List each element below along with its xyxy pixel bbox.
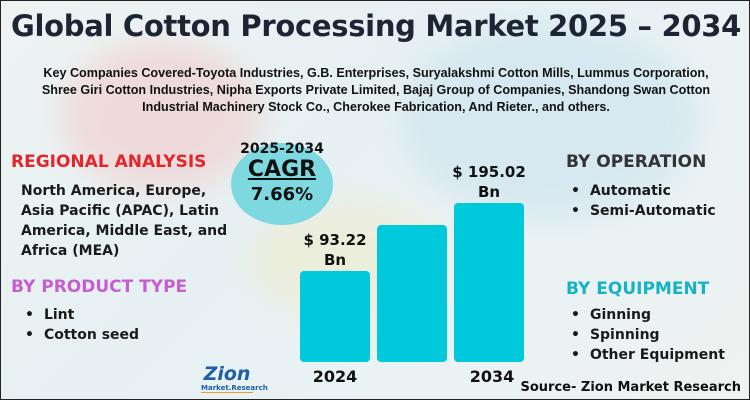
- product-item: Cotton seed: [25, 325, 139, 345]
- cagr-label: CAGR: [247, 157, 317, 182]
- equipment-item: Spinning: [571, 325, 725, 345]
- value-label-2024: $ 93.22 Bn: [303, 231, 367, 269]
- cagr-value: 7.66%: [250, 184, 314, 205]
- page-title: Global Cotton Processing Market 2025 – 2…: [10, 9, 741, 43]
- product-heading: BY PRODUCT TYPE: [11, 277, 188, 297]
- value-label-2034: $ 195.02 Bn: [452, 163, 526, 201]
- equipment-item: Other Equipment: [571, 345, 725, 365]
- product-item: Lint: [25, 305, 139, 325]
- operation-heading: BY OPERATION: [566, 152, 707, 172]
- product-list: Lint Cotton seed: [25, 305, 139, 345]
- source-text: Source- Zion Market Research: [520, 380, 742, 395]
- bar-2024: [300, 271, 370, 362]
- logo-name: Zion: [203, 363, 251, 385]
- equipment-list: Ginning Spinning Other Equipment: [571, 305, 725, 365]
- bar-2034: [454, 203, 524, 362]
- logo-sub: Market.Research: [201, 384, 268, 393]
- operation-item: Semi-Automatic: [571, 201, 716, 221]
- cagr-period: 2025-2034: [240, 141, 324, 157]
- zion-logo: Zion Market.Research: [201, 363, 268, 393]
- key-companies: Key Companies Covered-Toyota Industries,…: [41, 66, 711, 114]
- operation-list: Automatic Semi-Automatic: [571, 181, 716, 221]
- x-tick-2034: 2034: [469, 367, 515, 386]
- equipment-item: Ginning: [571, 305, 725, 325]
- x-tick-2024: 2024: [312, 367, 358, 386]
- regional-heading: REGIONAL ANALYSIS: [11, 152, 207, 172]
- regional-text: North America, Europe, Asia Pacific (APA…: [21, 183, 228, 259]
- operation-item: Automatic: [571, 181, 716, 201]
- bar-middle: [377, 225, 447, 362]
- equipment-heading: BY EQUIPMENT: [566, 279, 710, 299]
- cagr-badge: 2025-2034 CAGR 7.66%: [231, 141, 333, 225]
